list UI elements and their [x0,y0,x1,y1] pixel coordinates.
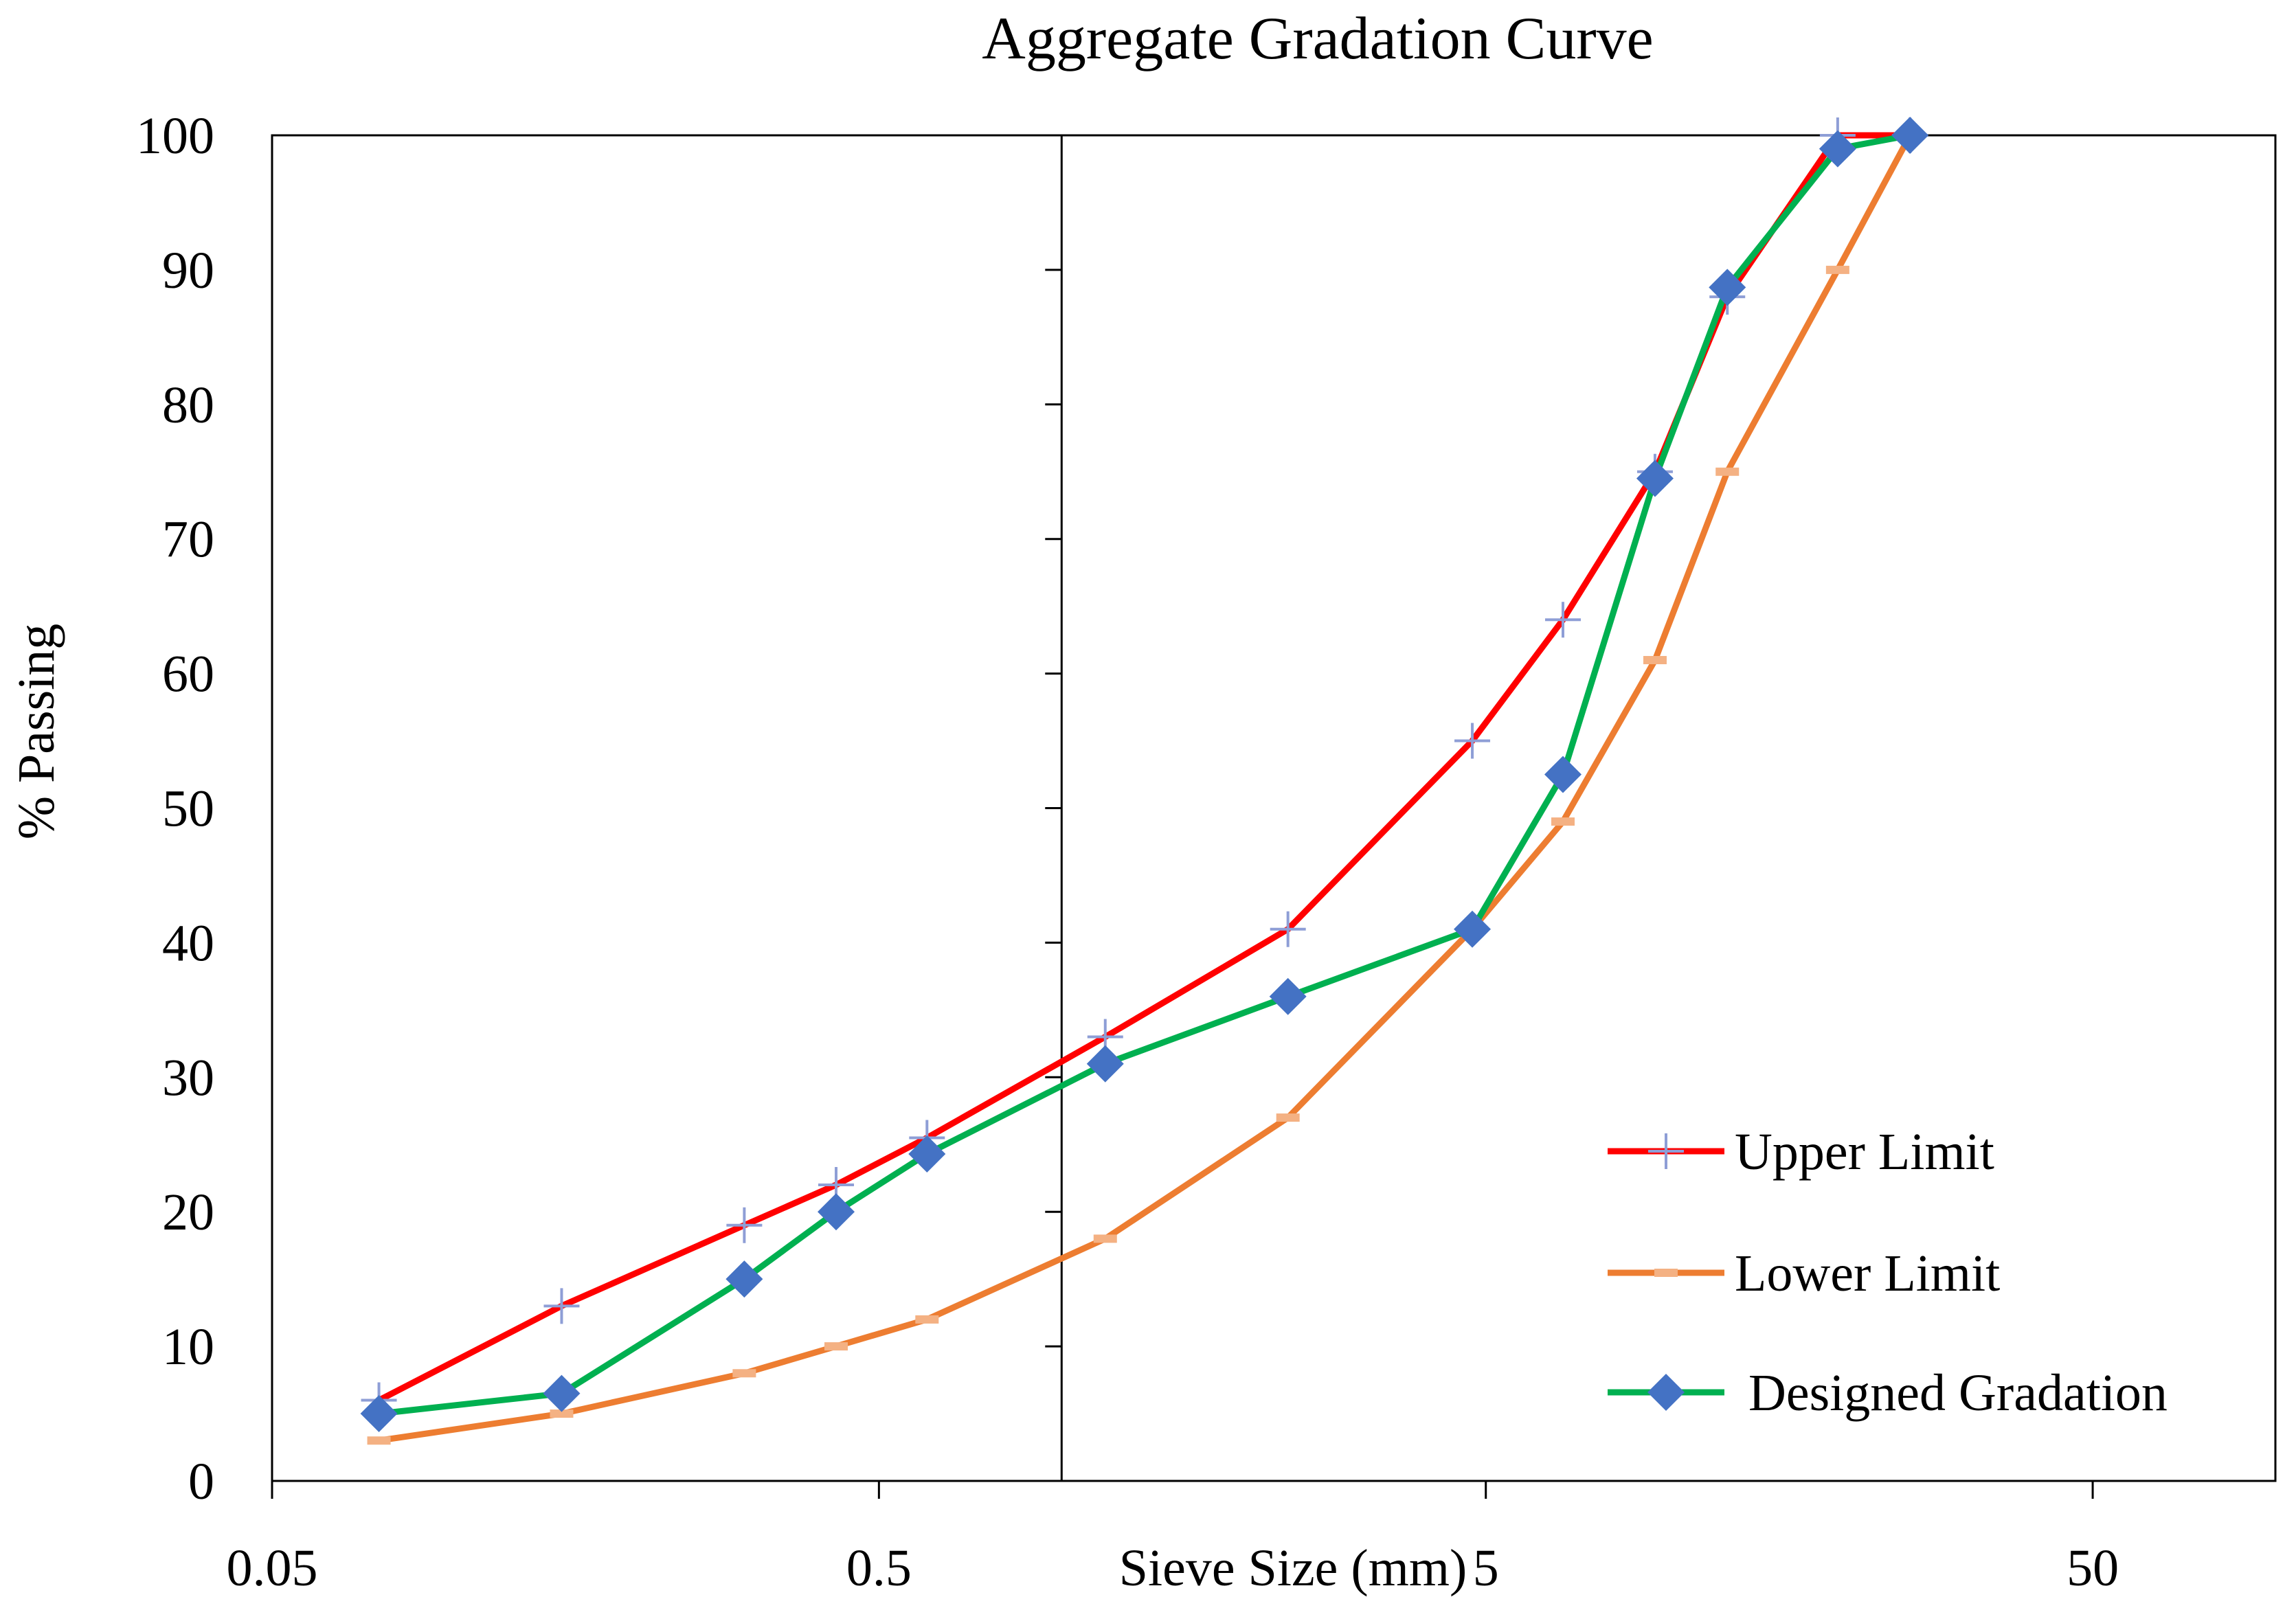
data-point-designed-gradation [1819,130,1856,168]
x-tick-label: 50 [2067,1539,2119,1597]
x-axis-label: Sieve Size (mm) [1119,1539,1467,1597]
data-point-upper-limit [1545,602,1582,638]
data-point-designed-gradation [908,1135,946,1173]
y-tick-label: 70 [162,511,214,569]
data-point-designed-gradation [1086,1045,1124,1083]
data-point-upper-limit [726,1207,763,1243]
plot-area-frame [271,134,2277,1482]
legend: Upper Limit Lower Limit Designed Gradation [1608,1123,2168,1422]
chart-title: Aggregate Gradation Curve [982,5,1653,72]
data-point-upper-limit [543,1288,580,1324]
data-point-upper-limit [1270,911,1306,947]
legend-item-lower-limit: Lower Limit [1608,1245,2000,1302]
y-tick-label: 80 [162,376,214,434]
data-point-lower-limit [732,1369,756,1378]
data-point-upper-limit [1454,723,1491,759]
legend-label-lower-limit: Lower Limit [1735,1245,2000,1302]
y-tick-label: 50 [162,780,214,838]
data-point-lower-limit [1715,467,1740,476]
x-tick-label: 5 [1473,1539,1499,1597]
data-point-designed-gradation [1454,910,1492,948]
legend-label-upper-limit: Upper Limit [1735,1123,1994,1181]
y-tick-label: 0 [188,1453,214,1510]
data-point-lower-limit [824,1342,848,1351]
y-tick-label: 20 [162,1183,214,1241]
x-tick-label: 0.5 [846,1539,912,1597]
y-tick-label: 30 [162,1049,214,1107]
data-point-lower-limit [1093,1234,1117,1243]
y-tick-label: 10 [162,1318,214,1376]
data-point-designed-gradation [543,1374,581,1412]
axis-labels-layer: 0 10 20 30 40 50 60 70 80 90 100 0.05 0.5 5 50 Sieve Si… [136,107,2119,1597]
legend-marker-lower-limit [1654,1269,1678,1277]
data-point-designed-gradation [1891,117,1929,154]
data-point-lower-limit [1551,817,1575,826]
y-tick-label: 40 [162,914,214,972]
y-tick-label: 100 [136,107,214,165]
data-point-designed-gradation [818,1193,855,1231]
data-point-designed-gradation [360,1395,398,1433]
data-point-designed-gradation [725,1260,763,1298]
legend-marker-upper-limit [1648,1133,1684,1169]
legend-marker-designed-gradation [1647,1374,1685,1411]
legend-label-designed-gradation: Designed Gradation [1748,1364,2168,1422]
data-point-lower-limit [367,1436,391,1445]
data-point-lower-limit [1643,656,1667,665]
legend-item-upper-limit: Upper Limit [1608,1123,1994,1181]
data-point-designed-gradation [1544,756,1582,793]
y-axis-label: % Passing [8,624,65,840]
data-point-lower-limit [915,1315,939,1324]
series-layer [360,117,1929,1445]
data-point-lower-limit [1825,265,1849,274]
legend-item-designed-gradation: Designed Gradation [1608,1364,2168,1422]
y-tick-label: 60 [162,646,214,703]
data-point-lower-limit [1276,1113,1300,1122]
series-designed-gradation [360,117,1929,1433]
data-point-designed-gradation [1636,460,1674,497]
x-tick-label: 0.05 [227,1539,318,1597]
y-tick-label: 90 [162,242,214,299]
data-point-lower-limit [550,1409,574,1418]
data-point-designed-gradation [1709,269,1746,306]
data-point-designed-gradation [1269,977,1307,1015]
